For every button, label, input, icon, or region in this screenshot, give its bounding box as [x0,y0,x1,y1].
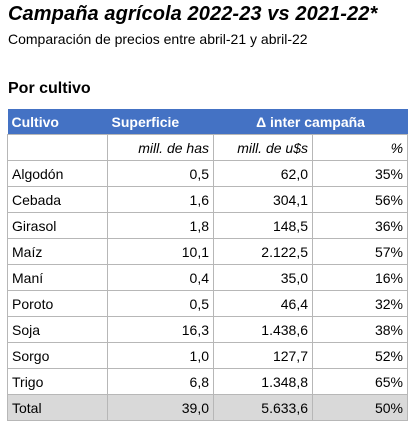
cell-valor: 1.348,8 [213,368,313,395]
cell-pct: 56% [311,186,409,213]
cell-valor: 148,5 [213,212,313,239]
cell-valor: 62,0 [213,160,313,187]
cell-superficie: 10,1 [107,238,214,265]
cell-pct: 52% [311,342,409,369]
table-body: mill. de has mill. de u$s % Algodón 0,5 … [7,134,409,421]
cell-superficie: 0,5 [107,160,214,187]
cell-valor: 1.438,6 [213,316,313,343]
page-subtitle: Comparación de precios entre abril-21 y … [8,31,308,47]
crop-table: Cultivo Superficie Δ inter campaña mill.… [7,109,409,421]
table-row: Trigo 6,8 1.348,8 65% [7,368,409,395]
cell-pct: 57% [311,238,409,265]
cell-valor: 35,0 [213,264,313,291]
table-row: Sorgo 1,0 127,7 52% [7,342,409,369]
table-row: Girasol 1,8 148,5 36% [7,212,409,239]
total-label: Total [7,394,108,421]
cell-superficie: 1,8 [107,212,214,239]
cell-cultivo: Poroto [7,290,108,317]
total-superficie: 39,0 [107,394,214,421]
table-row: Soja 16,3 1.438,6 38% [7,316,409,343]
cell-pct: 32% [311,290,409,317]
cell-cultivo: Maní [7,264,108,291]
cell-pct: 36% [311,212,409,239]
cell-cultivo: Sorgo [7,342,108,369]
table-row: Poroto 0,5 46,4 32% [7,290,409,317]
cell-valor: 46,4 [213,290,313,317]
units-superficie: mill. de has [107,134,214,161]
table-row: Algodón 0,5 62,0 35% [7,160,409,187]
header-cultivo: Cultivo [7,109,108,135]
total-valor: 5.633,6 [213,394,313,421]
table-row: Maíz 10,1 2.122,5 57% [7,238,409,265]
cell-valor: 304,1 [213,186,313,213]
table-row: Maní 0,4 35,0 16% [7,264,409,291]
cell-valor: 2.122,5 [213,238,313,265]
cell-superficie: 16,3 [107,316,214,343]
cell-superficie: 1,0 [107,342,214,369]
cell-pct: 16% [311,264,409,291]
cell-superficie: 0,4 [107,264,214,291]
units-pct: % [311,134,409,161]
cell-valor: 127,7 [213,342,313,369]
units-valor: mill. de u$s [213,134,313,161]
table-header-row: Cultivo Superficie Δ inter campaña [7,109,408,135]
cell-cultivo: Girasol [7,212,108,239]
section-heading: Por cultivo [8,80,91,97]
cell-pct: 65% [311,368,409,395]
cell-superficie: 0,5 [107,290,214,317]
cell-pct: 38% [311,316,409,343]
cell-pct: 35% [311,160,409,187]
total-row: Total 39,0 5.633,6 50% [7,394,409,421]
cell-cultivo: Algodón [7,160,108,187]
cell-cultivo: Soja [7,316,108,343]
table-row: Cebada 1,6 304,1 56% [7,186,409,213]
cell-cultivo: Cebada [7,186,108,213]
units-empty-cell [7,134,108,161]
page-title: Campaña agrícola 2022-23 vs 2021-22* [8,3,378,25]
header-superficie: Superficie [107,109,214,135]
header-delta: Δ inter campaña [213,109,408,135]
total-pct: 50% [311,394,409,421]
cell-cultivo: Maíz [7,238,108,265]
units-row: mill. de has mill. de u$s % [7,134,409,161]
cell-superficie: 1,6 [107,186,214,213]
cell-cultivo: Trigo [7,368,108,395]
cell-superficie: 6,8 [107,368,214,395]
